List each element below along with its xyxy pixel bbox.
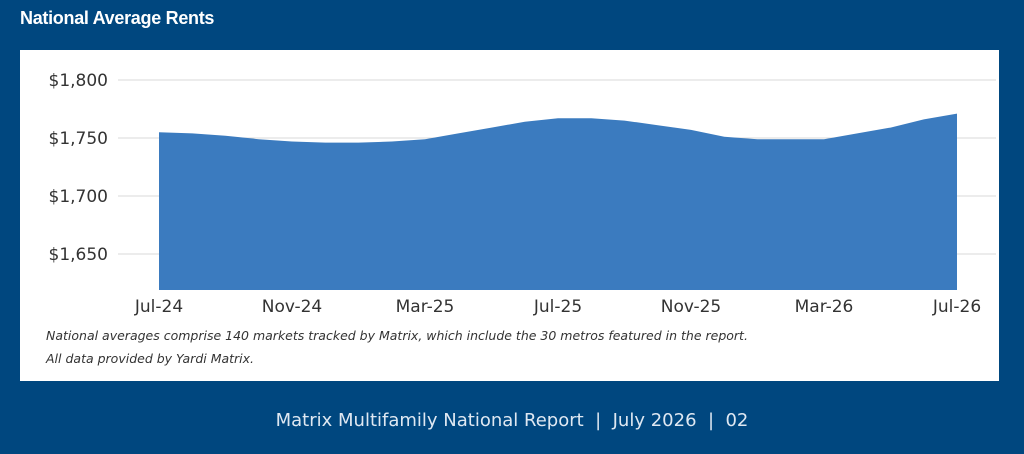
y-axis-ticks: $1,800 $1,750 $1,700 $1,650 <box>49 71 108 265</box>
x-axis-ticks: Jul-24 Nov-24 Mar-25 Jul-25 Nov-25 Mar-26 Jul-… <box>134 297 981 317</box>
y-tick-label: $1,650 <box>49 245 108 265</box>
y-tick-label: $1,800 <box>49 71 108 91</box>
chart-panel: $1,800 $1,750 $1,700 $1,650 Jul-24 Nov-24 Mar… <box>20 50 999 381</box>
x-tick-label: Jul-24 <box>134 297 183 317</box>
footnote-source: All data provided by Yardi Matrix. <box>46 351 255 366</box>
footnote-markets: National averages comprise 140 markets t… <box>46 328 748 343</box>
chart-title: National Average Rents <box>20 8 215 28</box>
page-footer: Matrix Multifamily National Report | Jul… <box>275 410 749 431</box>
y-tick-label: $1,700 <box>49 187 108 207</box>
x-tick-label: Mar-25 <box>396 297 455 317</box>
area-chart: $1,800 $1,750 $1,700 $1,650 Jul-24 Nov-24 Mar… <box>49 71 996 317</box>
x-tick-label: Nov-25 <box>661 297 722 317</box>
x-tick-label: Jul-26 <box>932 297 981 317</box>
x-tick-label: Jul-25 <box>533 297 582 317</box>
x-tick-label: Nov-24 <box>262 297 323 317</box>
y-tick-label: $1,750 <box>49 129 108 149</box>
x-tick-label: Mar-26 <box>795 297 854 317</box>
area-fill <box>159 113 957 290</box>
area-series <box>159 113 957 290</box>
